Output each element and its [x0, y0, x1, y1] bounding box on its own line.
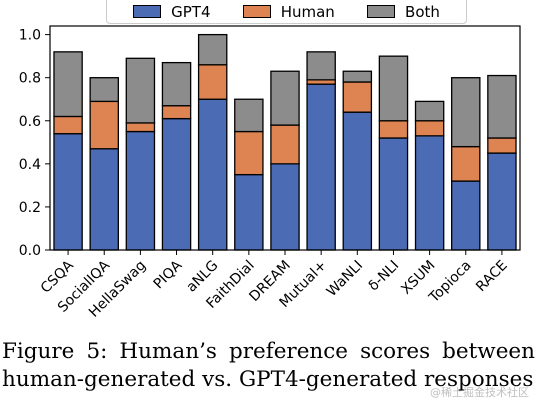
bar-human-6	[270, 124, 300, 165]
bar-gpt4-11	[451, 180, 481, 251]
bar-human-11	[451, 145, 481, 182]
bar-human-5	[234, 130, 264, 176]
bar-gpt4-0	[53, 133, 83, 251]
bar-both-0	[53, 51, 83, 118]
bar-gpt4-12	[487, 152, 517, 251]
bar-both-5	[234, 98, 264, 133]
bar-gpt4-5	[234, 173, 264, 251]
x-tick-label: δ-NLI	[365, 258, 402, 295]
x-tick-label: PIQA	[151, 257, 186, 292]
y-tick-label: 1.0	[19, 28, 41, 44]
bar-both-6	[270, 70, 300, 126]
bar-both-12	[487, 74, 517, 139]
bar-both-3	[161, 61, 192, 107]
bar-human-0	[53, 115, 83, 135]
legend-swatch-gpt4	[133, 5, 162, 18]
bar-gpt4-10	[414, 135, 445, 251]
bar-gpt4-6	[270, 163, 300, 251]
bar-gpt4-2	[125, 130, 156, 251]
legend-swatch-human	[242, 5, 271, 18]
bar-gpt4-1	[89, 148, 119, 251]
legend-item-both: Both	[367, 3, 440, 21]
bar-both-7	[306, 51, 336, 81]
figure-caption: Figure 5: Human’s preference scores betw…	[2, 339, 535, 392]
legend-item-human: Human	[242, 2, 335, 21]
legend-swatch-both	[367, 5, 396, 18]
legend-label-both: Both	[405, 2, 440, 21]
bar-human-9	[378, 120, 409, 139]
y-tick-label: 0.8	[19, 71, 41, 87]
y-tick-label: 0.2	[19, 200, 41, 216]
bar-gpt4-3	[161, 117, 192, 251]
watermark: @稀土掘金技术社区	[430, 386, 529, 399]
bar-both-11	[451, 77, 481, 148]
bar-gpt4-4	[197, 98, 228, 251]
legend-item-gpt4: GPT4	[133, 3, 210, 21]
bar-gpt4-8	[342, 111, 373, 251]
stacked-bar-chart: 0.00.20.40.60.81.0CSQASocialIQAHellaSwag…	[19, 25, 521, 321]
x-tick-label: WaNLI	[324, 258, 366, 300]
bar-both-2	[125, 57, 156, 124]
bar-human-12	[487, 137, 517, 154]
bar-both-4	[197, 33, 228, 66]
bar-both-10	[414, 100, 445, 122]
bar-human-2	[125, 122, 156, 133]
plot-frame	[49, 25, 521, 251]
bar-human-10	[414, 120, 445, 137]
bar-both-8	[342, 70, 373, 83]
y-tick-label: 0.6	[19, 114, 41, 130]
bar-human-3	[161, 105, 192, 120]
bar-gpt4-7	[306, 83, 336, 251]
bar-both-9	[378, 55, 409, 122]
y-tick-label: 0.0	[19, 243, 41, 259]
chart-legend: GPT4 Human Both	[106, 0, 467, 24]
legend-label-gpt4: GPT4	[171, 2, 211, 21]
legend-label-human: Human	[280, 2, 335, 21]
bar-human-4	[197, 64, 228, 100]
x-tick-label: RACE	[473, 258, 511, 296]
bar-gpt4-9	[378, 137, 409, 251]
bar-both-1	[89, 77, 119, 103]
bar-human-8	[342, 81, 373, 113]
bar-human-1	[89, 100, 119, 150]
y-tick-label: 0.4	[19, 157, 41, 173]
